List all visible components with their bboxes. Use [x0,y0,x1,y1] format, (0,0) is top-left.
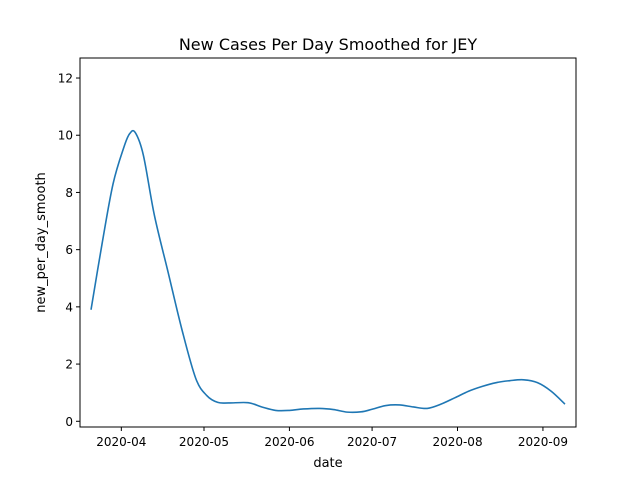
y-tick-label: 2 [65,358,73,372]
y-axis-label: new_per_day_smooth [34,172,49,313]
x-tick-label: 2020-05 [179,435,229,449]
y-tick-label: 0 [65,415,73,429]
y-tick-label: 12 [58,72,73,86]
series-lines [90,129,566,414]
y-tick-label: 4 [65,300,73,314]
y-tick-label: 10 [58,129,73,143]
y-tick-label: 8 [65,186,73,200]
x-tick-label: 2020-07 [347,435,397,449]
x-tick-label: 2020-09 [518,435,568,449]
chart-title: New Cases Per Day Smoothed for JEY [179,35,478,54]
series-line [90,129,566,414]
x-tick-label: 2020-06 [264,435,314,449]
plot-frame [79,57,577,428]
x-tick-label: 2020-08 [432,435,482,449]
y-tick-label: 6 [65,243,73,257]
axis-ticks: 2020-04 2020-05 2020-06 2020-07 2020-08 2020-… [58,72,568,449]
x-tick-label: 2020-04 [96,435,146,449]
x-axis-label: date [313,456,342,471]
